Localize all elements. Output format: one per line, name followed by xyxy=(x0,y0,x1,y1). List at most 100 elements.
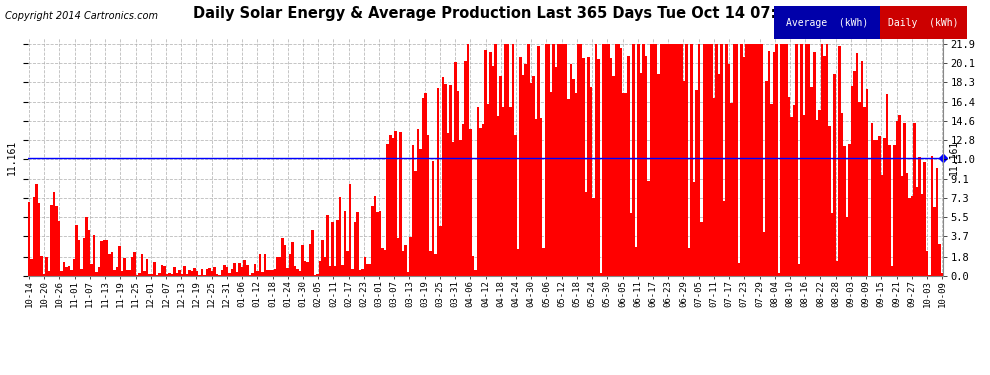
Bar xyxy=(813,52,816,276)
Bar xyxy=(376,212,379,276)
Bar xyxy=(131,257,133,276)
Bar xyxy=(667,44,670,276)
Bar xyxy=(522,75,525,276)
Bar xyxy=(577,44,580,276)
Bar xyxy=(708,44,710,276)
Bar xyxy=(451,142,454,276)
Bar xyxy=(783,44,785,276)
Bar xyxy=(244,260,246,276)
Bar xyxy=(752,44,755,276)
Bar xyxy=(329,266,332,276)
Bar xyxy=(926,251,929,276)
Bar xyxy=(206,268,208,276)
Bar xyxy=(449,85,451,276)
Bar xyxy=(484,50,487,276)
Bar xyxy=(55,206,57,276)
Bar xyxy=(841,113,843,276)
Bar xyxy=(286,268,289,276)
Bar xyxy=(855,53,858,276)
Bar xyxy=(510,107,512,276)
Bar xyxy=(688,249,690,276)
Bar xyxy=(348,184,351,276)
Bar xyxy=(544,44,547,276)
Bar xyxy=(276,257,278,276)
Bar xyxy=(472,256,474,276)
Bar xyxy=(607,44,610,276)
Bar xyxy=(670,44,672,276)
Bar xyxy=(253,264,256,276)
Bar xyxy=(871,123,873,276)
Bar xyxy=(747,44,750,276)
Text: Daily  (kWh): Daily (kWh) xyxy=(888,18,959,27)
Bar xyxy=(38,203,41,276)
Bar xyxy=(710,44,713,276)
Bar xyxy=(858,102,860,276)
Bar xyxy=(424,93,427,276)
Bar xyxy=(459,141,461,276)
Bar xyxy=(816,120,818,276)
Bar xyxy=(715,44,718,276)
Bar xyxy=(319,261,322,276)
Bar xyxy=(231,268,234,276)
Bar xyxy=(57,220,60,276)
Bar xyxy=(427,135,429,276)
Bar xyxy=(108,254,111,276)
Bar xyxy=(52,192,55,276)
Bar xyxy=(720,44,723,276)
Bar xyxy=(273,269,276,276)
Bar xyxy=(808,44,811,276)
Bar xyxy=(414,171,417,276)
Bar xyxy=(502,107,505,276)
Bar xyxy=(95,272,98,276)
Bar xyxy=(342,265,344,276)
Bar xyxy=(520,57,522,276)
Bar xyxy=(296,270,299,276)
Bar xyxy=(620,48,623,276)
Bar xyxy=(860,61,863,276)
Bar xyxy=(901,176,903,276)
Bar xyxy=(422,98,424,276)
Bar xyxy=(100,241,103,276)
Bar xyxy=(888,145,891,276)
Bar xyxy=(499,76,502,276)
Bar xyxy=(929,274,931,276)
Bar xyxy=(590,87,592,276)
Bar xyxy=(630,213,633,276)
Bar xyxy=(173,267,176,276)
Bar xyxy=(845,217,848,276)
Bar xyxy=(745,44,747,276)
Bar xyxy=(191,271,193,276)
Bar xyxy=(314,275,316,276)
Bar xyxy=(736,44,738,276)
Bar xyxy=(615,44,618,276)
Bar xyxy=(876,140,878,276)
Bar xyxy=(332,222,334,276)
Bar xyxy=(649,44,652,276)
Text: Copyright 2014 Cartronics.com: Copyright 2014 Cartronics.com xyxy=(5,11,158,21)
Bar xyxy=(924,162,926,276)
Bar xyxy=(128,270,131,276)
Bar xyxy=(479,129,482,276)
Bar xyxy=(165,274,168,276)
Bar xyxy=(394,131,397,276)
Bar xyxy=(798,264,801,276)
Bar xyxy=(883,138,886,276)
Bar xyxy=(85,217,88,276)
Bar xyxy=(407,272,409,276)
Bar xyxy=(919,157,921,276)
Bar xyxy=(595,44,597,276)
Bar xyxy=(914,123,916,276)
Bar xyxy=(322,240,324,276)
Bar xyxy=(241,267,244,276)
Bar xyxy=(309,244,311,276)
Bar xyxy=(409,237,412,276)
Bar xyxy=(760,44,763,276)
Bar xyxy=(916,188,919,276)
Bar xyxy=(618,44,620,276)
Bar xyxy=(299,272,301,276)
Bar xyxy=(445,84,446,276)
Bar xyxy=(836,261,839,276)
Bar xyxy=(466,44,469,276)
Bar xyxy=(246,266,248,276)
Bar xyxy=(811,87,813,276)
